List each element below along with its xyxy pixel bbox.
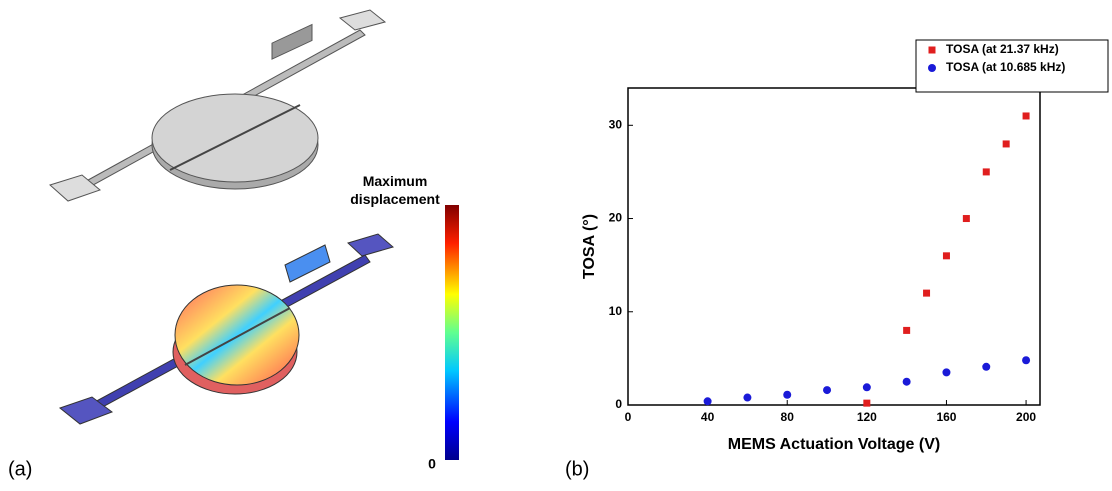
plot-frame bbox=[627, 87, 1041, 406]
y-tick-label: 30 bbox=[609, 117, 623, 131]
point bbox=[1002, 140, 1010, 148]
point bbox=[962, 215, 970, 223]
x-axis-label: MEMS Actuation Voltage (V) bbox=[728, 436, 940, 453]
point bbox=[823, 386, 832, 395]
legend-marker bbox=[928, 46, 936, 54]
device-deformed bbox=[58, 233, 395, 425]
legend-marker bbox=[928, 64, 936, 72]
x-tick-label: 200 bbox=[1016, 410, 1036, 424]
x-tick-label: 80 bbox=[781, 410, 795, 424]
y-tick-label: 10 bbox=[609, 304, 623, 318]
x-tick-label: 160 bbox=[936, 410, 956, 424]
x-tick-label: 40 bbox=[701, 410, 715, 424]
y-tick-label: 20 bbox=[609, 211, 623, 225]
point bbox=[863, 399, 871, 407]
point bbox=[903, 326, 911, 334]
point bbox=[783, 390, 792, 399]
point bbox=[703, 397, 712, 406]
point bbox=[862, 383, 871, 392]
point bbox=[902, 377, 911, 386]
point bbox=[982, 362, 991, 371]
point bbox=[743, 393, 752, 402]
point bbox=[942, 252, 950, 260]
colorbar-min: 0 bbox=[428, 456, 436, 472]
point bbox=[982, 168, 990, 176]
x-tick-label: 0 bbox=[625, 410, 632, 424]
panel-label: (b) bbox=[565, 458, 589, 480]
colorbar-title: Maximum displacement bbox=[350, 173, 440, 207]
legend-box bbox=[915, 39, 1109, 93]
point bbox=[942, 368, 951, 377]
panel-label: (a) bbox=[8, 458, 32, 480]
legend-label: TOSA (at 21.37 kHz) bbox=[946, 42, 1059, 56]
legend-label: TOSA (at 10.685 kHz) bbox=[946, 60, 1065, 74]
y-axis-label: TOSA (°) bbox=[581, 214, 598, 279]
point bbox=[1022, 112, 1030, 120]
point bbox=[923, 289, 931, 297]
x-tick-label: 120 bbox=[857, 410, 877, 424]
colorbar bbox=[445, 205, 459, 460]
y-tick-label: 0 bbox=[615, 397, 622, 411]
point bbox=[1022, 356, 1031, 365]
device-undeformed bbox=[49, 9, 387, 202]
